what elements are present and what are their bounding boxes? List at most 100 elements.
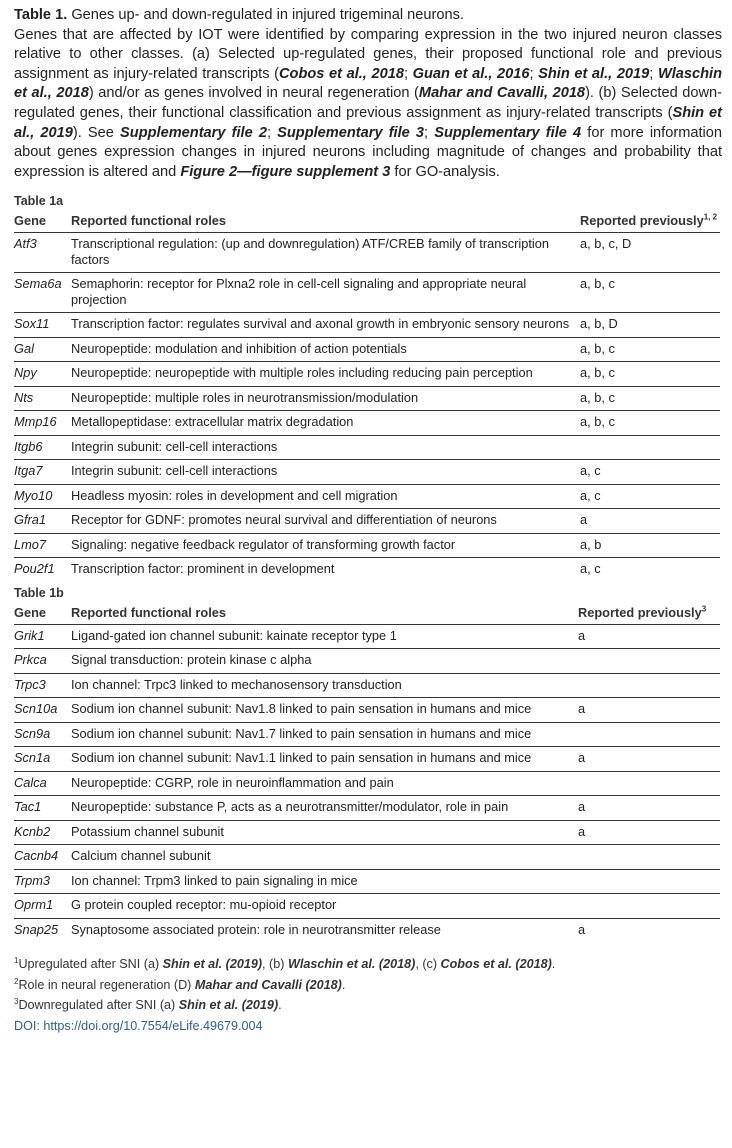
reported-previously-cell: [578, 868, 720, 894]
supplementary-file-link[interactable]: Supplementary file 2: [120, 124, 267, 141]
functional-role-cell: Neuropeptide: substance P, acts as a neu…: [71, 795, 578, 821]
functional-role-cell: Ligand-gated ion channel subunit: kainat…: [71, 623, 578, 649]
caption-text: ;: [649, 65, 658, 82]
gene-name-cell: Cacnb4: [14, 844, 71, 870]
caption-paragraph: Table 1. Genes up- and down-regulated in…: [14, 6, 722, 26]
citation-link[interactable]: Mahar and Cavalli (2018): [194, 977, 342, 992]
footnote-text: Role in neural regeneration (D): [18, 977, 195, 992]
table-row: Itgb6 Integrin subunit: cell-cell interac…: [14, 434, 720, 460]
column-header-reported: Reported previously3: [578, 601, 720, 625]
caption-title-label: Table 1.: [14, 7, 68, 23]
citation-link[interactable]: Guan et al., 2016: [412, 65, 530, 82]
functional-role-cell: Potassium channel subunit: [71, 819, 578, 845]
citation-link[interactable]: Shin et al. (2019): [162, 957, 263, 972]
gene-name-cell: Gfra1: [14, 508, 71, 534]
footnote-3: 3Downregulated after SNI (a) Shin et al.…: [14, 995, 722, 1016]
column-header-reported-label: Reported previously: [580, 213, 704, 229]
footnote-marker: 2: [14, 976, 19, 986]
reported-previously-cell: a: [578, 697, 720, 723]
citation-link[interactable]: Shin et al., 2019: [538, 65, 650, 82]
caption-text: ). (b) Selected down-regulated genes, th…: [14, 85, 722, 121]
table-row: Gfra1 Receptor for GDNF: promotes neural …: [14, 508, 720, 534]
footnote-text: .: [278, 998, 282, 1013]
citation-link[interactable]: Cobos et al. (2018): [440, 957, 552, 972]
reported-previously-cell: [578, 721, 720, 747]
table-row: Snap25 Synaptosome associated protein: ro…: [14, 917, 720, 943]
table-footnotes: 1Upregulated after SNI (a) Shin et al. (…: [14, 954, 722, 1036]
caption-title-text: Genes up- and down-regulated in injured …: [67, 7, 464, 23]
caption-text: Genes that are affected by IOT were iden…: [14, 26, 722, 82]
table-row: Kcnb2 Potassium channel subunit a: [14, 819, 720, 845]
figure-supplement-link[interactable]: Figure 2—figure supplement 3: [180, 163, 391, 180]
table-row: Mmp16 Metallopeptidase: extracellular mat…: [14, 410, 720, 436]
functional-role-cell: Signal transduction: protein kinase c al…: [71, 648, 578, 674]
table-row: Scn9a Sodium ion channel subunit: Nav1.7 …: [14, 721, 720, 747]
functional-role-cell: Neuropeptide: neuropeptide with multiple…: [71, 361, 580, 387]
table-1a-title: Table 1a: [14, 194, 64, 209]
table-row: Prkca Signal transduction: protein kinase…: [14, 648, 720, 674]
gene-name-cell: Mmp16: [14, 410, 71, 436]
footnote-text: , (b): [262, 957, 288, 972]
reported-previously-cell: a, b, c, D: [580, 232, 720, 273]
gene-name-cell: Atf3: [14, 232, 71, 273]
footnote-text: Upregulated after SNI (a): [18, 957, 163, 972]
citation-link[interactable]: Wlaschin et al., 2018: [14, 65, 723, 102]
reported-previously-cell: [580, 434, 720, 460]
footnote-marker: 3: [14, 997, 19, 1007]
table-1b-body: Grik1 Ligand-gated ion channel subunit: k…: [14, 623, 720, 943]
reported-previously-cell: a: [578, 623, 720, 649]
table-row: Tac1 Neuropeptide: substance P, acts as a…: [14, 795, 720, 821]
functional-role-cell: Integrin subunit: cell-cell interactions: [71, 434, 580, 460]
table-row: Grik1 Ligand-gated ion channel subunit: k…: [14, 623, 720, 649]
footnote-text: Downregulated after SNI (a): [18, 998, 179, 1013]
reported-previously-cell: a: [578, 795, 720, 821]
gene-name-cell: Scn9a: [14, 721, 71, 747]
doi-link[interactable]: DOI: https://doi.org/10.7554/eLife.49679…: [14, 1018, 263, 1033]
functional-role-cell: G protein coupled receptor: mu-opioid re…: [71, 893, 578, 919]
table-row: Itga7 Integrin subunit: cell-cell interac…: [14, 459, 720, 485]
footnote-marker: 1: [14, 956, 19, 966]
functional-role-cell: Neuropeptide: multiple roles in neurotra…: [71, 385, 580, 411]
gene-name-cell: Calca: [14, 770, 71, 796]
functional-role-cell: Metallopeptidase: extracellular matrix d…: [71, 410, 580, 436]
table-row: Sox11 Transcription factor: regulates sur…: [14, 312, 720, 338]
reported-previously-cell: a: [578, 746, 720, 772]
citation-link[interactable]: Cobos et al., 2018: [279, 65, 404, 82]
caption-text: ) and/or as genes involved in neural reg…: [88, 85, 419, 102]
reported-previously-cell: [578, 770, 720, 796]
gene-name-cell: Pou2f1: [14, 557, 71, 582]
citation-link[interactable]: Mahar and Cavalli, 2018: [418, 85, 586, 102]
reported-previously-cell: a, b, c: [580, 385, 720, 411]
gene-name-cell: Sox11: [14, 312, 71, 338]
table-row: Gal Neuropeptide: modulation and inhibiti…: [14, 336, 720, 362]
functional-role-cell: Ion channel: Trpm3 linked to pain signal…: [71, 868, 578, 894]
table-caption: Table 1. Genes up- and down-regulated in…: [14, 6, 722, 182]
table-row: Oprm1 G protein coupled receptor: mu-opio…: [14, 893, 720, 919]
gene-name-cell: Snap25: [14, 917, 71, 943]
table-1b: Gene Reported functional roles Reported …: [14, 601, 720, 943]
caption-text: ). See: [72, 124, 121, 141]
table-row: Scn1a Sodium ion channel subunit: Nav1.1 …: [14, 746, 720, 772]
gene-name-cell: Prkca: [14, 648, 71, 674]
reported-previously-cell: a: [580, 508, 720, 534]
footnote-text: .: [551, 957, 556, 972]
reported-previously-cell: [578, 893, 720, 919]
gene-name-cell: Trpm3: [14, 868, 71, 894]
gene-name-cell: Itgb6: [14, 434, 71, 460]
caption-text: ;: [529, 65, 539, 82]
reported-previously-cell: a, b: [580, 532, 720, 558]
table-1a-body: Atf3 Transcriptional regulation: (up and …: [14, 232, 720, 582]
citation-link[interactable]: Wlaschin et al. (2018): [287, 957, 416, 972]
functional-role-cell: Sodium ion channel subunit: Nav1.1 linke…: [71, 746, 578, 772]
reported-previously-cell: a, c: [580, 557, 720, 582]
table-row: Scn10a Sodium ion channel subunit: Nav1.8…: [14, 697, 720, 723]
supplementary-file-link[interactable]: Supplementary file 3: [277, 124, 425, 141]
citation-link[interactable]: Shin et al., 2019: [14, 104, 722, 141]
reported-previously-cell: a, c: [580, 483, 720, 509]
reported-previously-cell: a, b, D: [580, 312, 720, 338]
gene-name-cell: Npy: [14, 361, 71, 387]
functional-role-cell: Transcriptional regulation: (up and down…: [71, 232, 580, 273]
supplementary-file-link[interactable]: Supplementary file 4: [434, 124, 582, 141]
citation-link[interactable]: Shin et al. (2019): [178, 998, 279, 1013]
table-row: Pou2f1 Transcription factor: prominent in…: [14, 557, 720, 582]
